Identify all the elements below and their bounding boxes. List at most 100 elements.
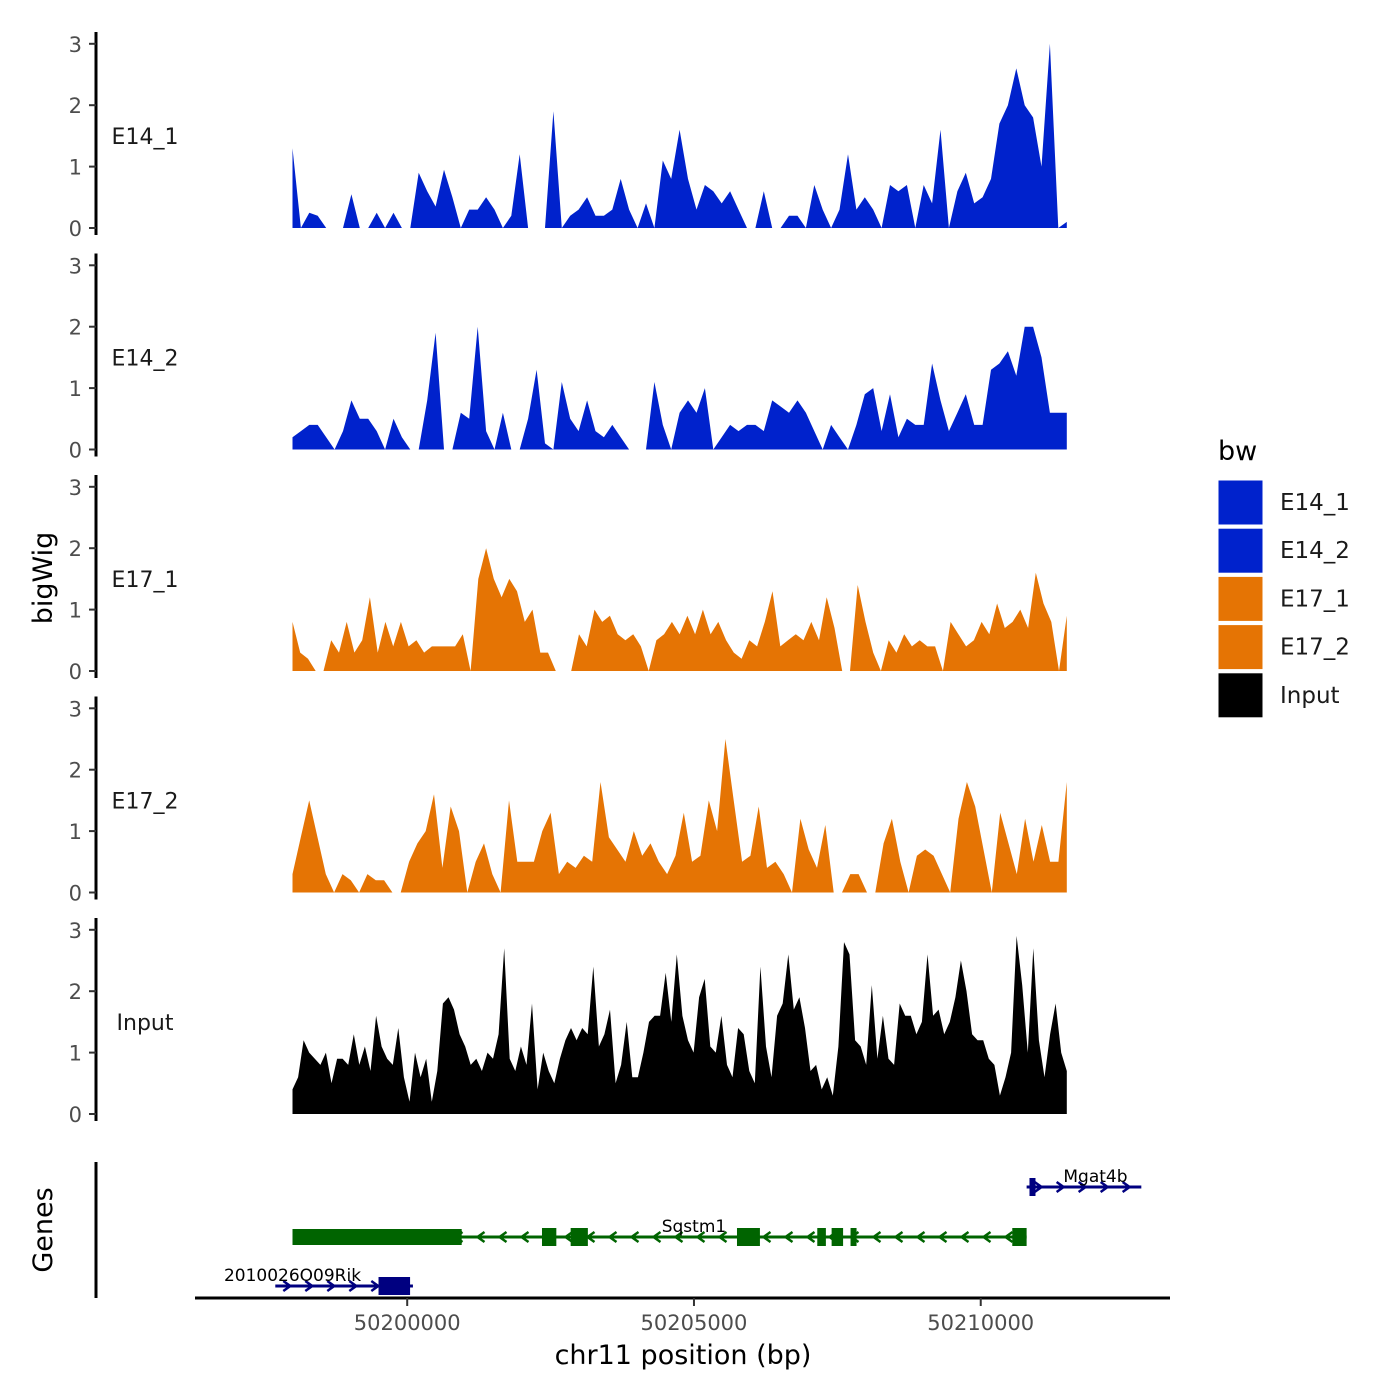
coverage-area-E14_2 — [292, 326, 1067, 450]
track-label: E14_2 — [112, 346, 179, 371]
x-axis: 50200000 50205000 50210000 — [195, 1296, 1170, 1335]
y-tick-label: 1 — [69, 599, 82, 623]
x-tick-label: 50210000 — [927, 1311, 1034, 1335]
gene-2010026O09Rik: 2010026O09Rik — [224, 1266, 413, 1295]
coverage-area-E14_1 — [292, 43, 1067, 228]
track-E14_2: 0 1 2 3 E14_2 — [69, 253, 1067, 463]
track-E14_1: 0 1 2 3 E14_1 — [69, 32, 1067, 241]
strand-arrow — [695, 1230, 706, 1244]
y-tick-label: 3 — [69, 254, 82, 278]
strand-arrow — [1055, 1180, 1066, 1194]
strand-arrow — [805, 1230, 816, 1244]
track-label: E14_1 — [112, 125, 179, 150]
legend-swatch — [1217, 479, 1264, 526]
gene-exon — [378, 1277, 411, 1295]
track-E17_1: 0 1 2 3 E17_1 — [69, 475, 1067, 684]
y-tick-label: 3 — [69, 476, 82, 500]
y-tick-label: 0 — [69, 660, 82, 684]
strand-arrow — [893, 1230, 904, 1244]
strand-arrow — [282, 1279, 293, 1293]
strand-arrow — [370, 1279, 381, 1293]
gene-exon — [570, 1228, 588, 1246]
legend-label: E14_2 — [1280, 538, 1350, 564]
y-tick-label: 0 — [69, 1103, 82, 1127]
y-tick-label: 1 — [69, 156, 82, 180]
y-tick-label: 1 — [69, 820, 82, 844]
strand-arrow — [1099, 1180, 1110, 1194]
strand-arrow — [304, 1279, 315, 1293]
x-tick-label: 50205000 — [641, 1311, 748, 1335]
strand-arrow — [1003, 1230, 1014, 1244]
track-label: E17_2 — [112, 789, 179, 814]
x-axis-title: chr11 position (bp) — [555, 1340, 812, 1371]
x-tick-label: 50200000 — [354, 1311, 461, 1335]
strand-arrow — [519, 1230, 530, 1244]
gene-label: 2010026O09Rik — [224, 1266, 361, 1286]
y-tick-label: 0 — [69, 882, 82, 906]
y-tick-label: 1 — [69, 377, 82, 401]
y-tick-label: 2 — [69, 759, 82, 783]
coverage-area-Input — [292, 935, 1067, 1114]
gene-exon — [541, 1228, 557, 1246]
legend-swatch — [1217, 672, 1264, 719]
coverage-area-E17_2 — [292, 739, 1067, 893]
legend: bw E14_1 E14_2 E17_1 E17_2 Input — [1217, 436, 1350, 719]
y-tick-label: 2 — [69, 537, 82, 561]
gene-exon — [1012, 1228, 1027, 1246]
gene-Sqstm1: Sqstm1 — [292, 1217, 1027, 1246]
strand-arrow — [783, 1230, 794, 1244]
y-tick-label: 0 — [69, 217, 82, 241]
legend-swatch — [1217, 527, 1264, 574]
legend-label: E17_2 — [1280, 635, 1350, 661]
coverage-tracks: 0 1 2 3 E14_1 0 1 2 3 E14_2 0 1 2 3 E17_1 0 1 2 3 E17_2 0 1 2 3… — [69, 32, 1067, 1127]
legend-swatch — [1217, 624, 1264, 671]
strand-arrow — [673, 1230, 684, 1244]
track-label: Input — [117, 1011, 174, 1036]
gene-exon — [817, 1228, 826, 1246]
legend-title: bw — [1218, 436, 1257, 467]
y-tick-label: 3 — [69, 33, 82, 57]
y-tick-label: 2 — [69, 980, 82, 1004]
gene-annotation-track: Mgat4b Sqstm1 2010026O09Rik — [94, 1162, 1142, 1298]
strand-arrow — [475, 1230, 486, 1244]
legend-label: E17_1 — [1280, 586, 1350, 612]
legend-swatch — [1217, 575, 1264, 622]
strand-arrow — [651, 1230, 662, 1244]
y-tick-label: 1 — [69, 1042, 82, 1066]
strand-arrow — [563, 1230, 574, 1244]
gene-exon — [736, 1228, 760, 1246]
strand-arrow — [959, 1230, 970, 1244]
gene-Mgat4b: Mgat4b — [1026, 1167, 1142, 1196]
y-tick-label: 2 — [69, 94, 82, 118]
legend-label: Input — [1280, 683, 1340, 709]
genes-track-title: Genes — [28, 1187, 59, 1272]
strand-arrow — [326, 1279, 337, 1293]
strand-arrow — [1077, 1180, 1088, 1194]
gene-exon — [850, 1228, 857, 1246]
gene-utr — [292, 1229, 462, 1245]
legend-label: E14_1 — [1280, 490, 1350, 516]
y-tick-label: 3 — [69, 697, 82, 721]
track-E17_2: 0 1 2 3 E17_2 — [69, 696, 1067, 906]
strand-arrow — [1121, 1180, 1132, 1194]
y-tick-label: 3 — [69, 919, 82, 943]
strand-arrow — [348, 1279, 359, 1293]
strand-arrow — [629, 1230, 640, 1244]
strand-arrow — [607, 1230, 618, 1244]
coverage-area-E17_1 — [292, 548, 1067, 671]
gene-label: Sqstm1 — [662, 1217, 726, 1237]
y-axis-title: bigWig — [28, 532, 59, 625]
strand-arrow — [1033, 1180, 1044, 1194]
strand-arrow — [761, 1230, 772, 1244]
gene-exon — [831, 1228, 844, 1246]
strand-arrow — [497, 1230, 508, 1244]
strand-arrow — [717, 1230, 728, 1244]
strand-arrow — [915, 1230, 926, 1244]
track-label: E17_1 — [112, 568, 179, 593]
strand-arrow — [937, 1230, 948, 1244]
track-Input: 0 1 2 3 Input — [69, 918, 1067, 1127]
y-tick-label: 2 — [69, 316, 82, 340]
strand-arrow — [981, 1230, 992, 1244]
